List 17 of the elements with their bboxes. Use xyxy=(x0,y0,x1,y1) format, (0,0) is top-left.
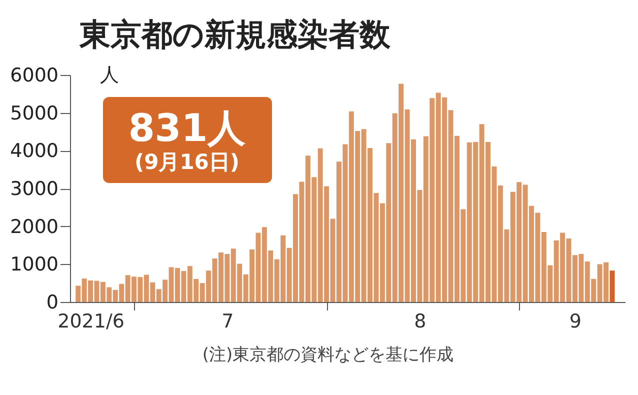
annotation: (9月16日) xyxy=(134,150,240,174)
bar xyxy=(610,270,615,302)
x-tick-label: 8 xyxy=(414,310,426,332)
y-tick-label: 2000 xyxy=(10,216,58,238)
text: (注)東京都の資料などを基に作成 xyxy=(202,345,454,365)
x-tick-label: 7 xyxy=(222,310,234,332)
y-tick-label: 1000 xyxy=(10,254,58,276)
y-tick-label: 6000 xyxy=(10,64,58,86)
chart-title: 東京都の新規感染者数 xyxy=(78,17,392,53)
y-tick-label: 3000 xyxy=(10,178,58,200)
y-tick-label: 0 xyxy=(46,292,58,314)
x-tick-label: 2021/6 xyxy=(58,310,124,332)
y-axis-title: 人 xyxy=(100,64,119,86)
y-tick-label: 4000 xyxy=(10,140,58,162)
x-tick-label: 9 xyxy=(569,310,582,332)
annotation: 831人 xyxy=(128,106,246,150)
y-tick-label: 5000 xyxy=(10,102,58,124)
